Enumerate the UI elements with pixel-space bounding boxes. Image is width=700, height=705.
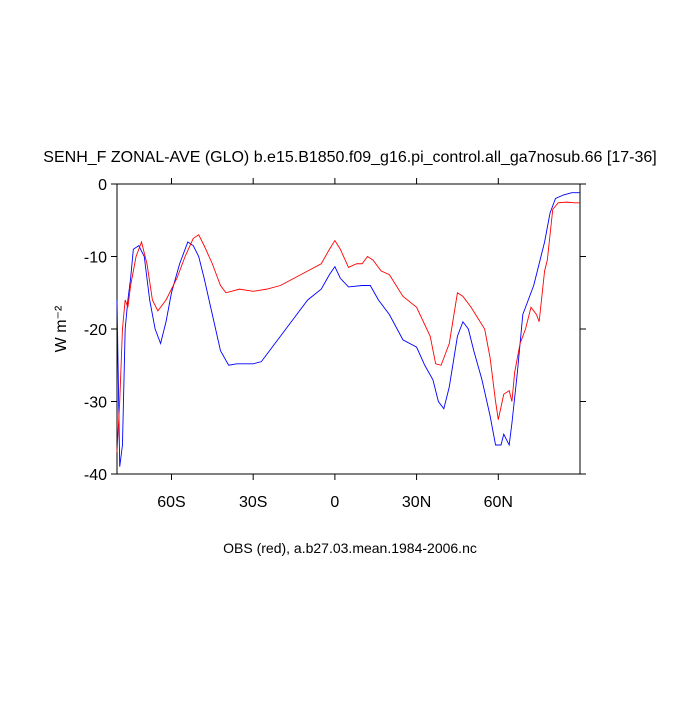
x-tick-label: 30S [239,494,267,511]
chart-title: SENH_F ZONAL-AVE (GLO) b.e15.B1850.f09_g… [43,149,656,166]
y-tick-label: -30 [84,395,107,412]
y-tick-label: -40 [84,467,107,484]
x-tick-label: 60N [484,494,513,511]
data-line [116,201,580,453]
x-axis-label: OBS (red), a.b27.03.mean.1984-2006.nc [223,540,477,556]
y-axis-label: W m⁻² [53,305,70,352]
x-tick-label: 0 [330,494,339,511]
x-tick-label: 60S [157,494,185,511]
y-tick-label: 0 [98,177,107,194]
x-tick-label: 30N [402,494,431,511]
y-tick-label: -10 [84,250,107,267]
y-tick-label: -20 [84,322,107,339]
data-line [116,192,580,467]
